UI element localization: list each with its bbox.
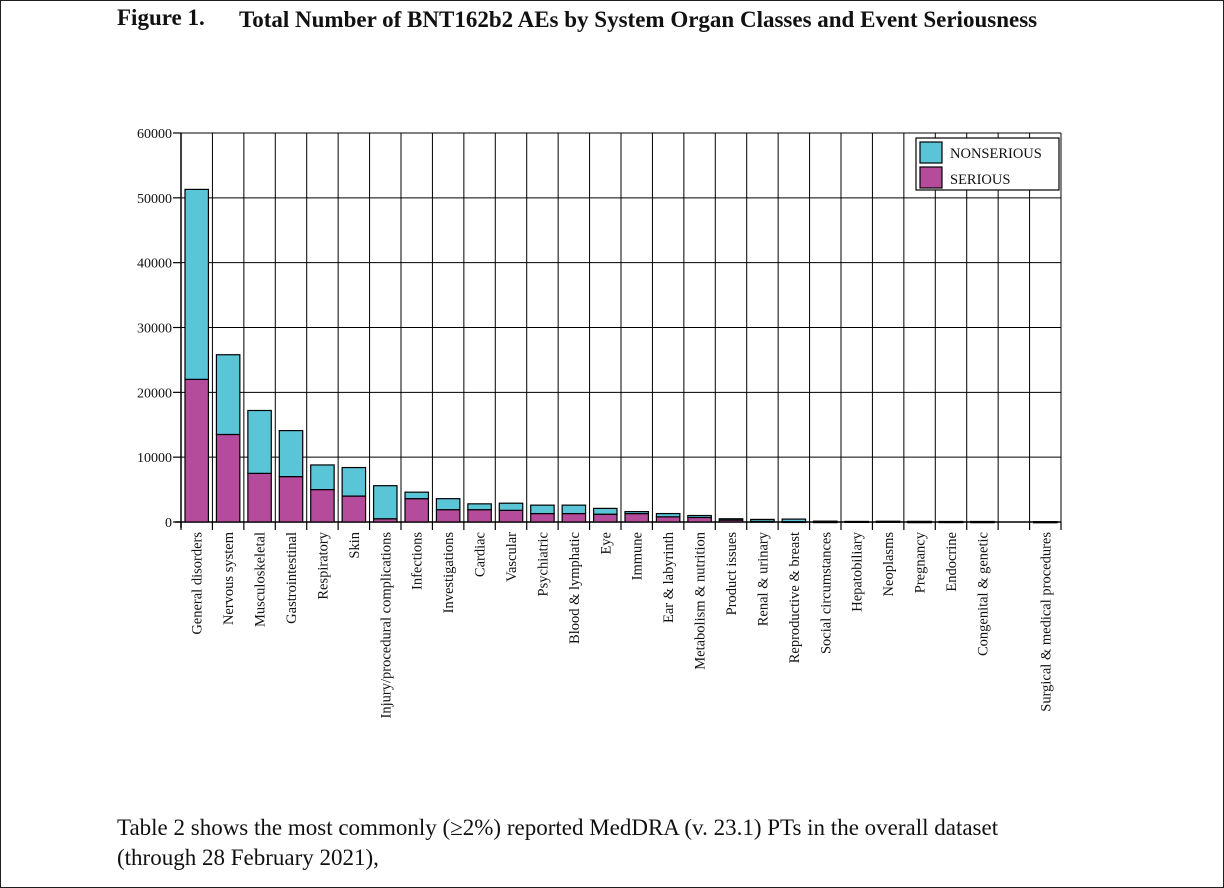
- bar-serious: [247, 472, 272, 523]
- bar-nonserious: [655, 512, 681, 518]
- bar-nonserious: [875, 520, 901, 523]
- bar-nonserious: [467, 503, 492, 511]
- x-tick-label: Hepatobiliary: [850, 531, 866, 611]
- x-tick-label: Neoplasms: [881, 532, 897, 597]
- bar-nonserious: [812, 520, 838, 523]
- bar-nonserious: [781, 518, 807, 523]
- bar-nonserious: [561, 504, 587, 515]
- figure-label: Figure 1.: [117, 5, 205, 30]
- x-tick-label: Congenital & genetic: [975, 532, 991, 656]
- bar-serious: [498, 509, 524, 523]
- legend-swatch-serious: [919, 166, 943, 189]
- legend-label-nonserious: NONSERIOUS: [950, 146, 1042, 162]
- bar-serious: [655, 516, 681, 523]
- y-tick-label: 60000: [137, 127, 172, 142]
- bar-nonserious: [341, 466, 367, 497]
- y-tick-label: 10000: [137, 451, 172, 466]
- bar-serious: [404, 498, 430, 523]
- stacked-bar-chart: 0 10000 20000 30000 40000 50000 60000 General d…: [137, 127, 1062, 719]
- x-tick-label: Cardiac: [473, 532, 489, 577]
- legend-swatch-nonserious: [919, 141, 943, 164]
- x-tick-label: Surgical & medical procedures: [1038, 532, 1054, 712]
- y-tick-label: 20000: [137, 386, 172, 401]
- bar-serious: [215, 433, 241, 523]
- bar-nonserious: [530, 504, 555, 515]
- bar-nonserious: [592, 507, 618, 515]
- x-tick-label: Metabolism & nutrition: [693, 531, 709, 669]
- x-tick-label: Ear & labyrinth: [661, 531, 677, 623]
- bar-nonserious: [844, 520, 870, 523]
- bar-nonserious: [215, 354, 241, 436]
- bar-nonserious: [938, 520, 964, 523]
- x-tick-label: Blood & lymphatic: [567, 532, 583, 644]
- bar-nonserious: [687, 514, 712, 519]
- legend-label-serious: SERIOUS: [950, 172, 1010, 188]
- bar-nonserious: [907, 520, 932, 523]
- x-tick-label: Pregnancy: [913, 531, 929, 593]
- bar-nonserious: [278, 429, 304, 478]
- x-tick-label: Respiratory: [315, 531, 331, 599]
- bar-nonserious: [310, 464, 335, 491]
- x-tick-label: Psychiatric: [535, 532, 551, 596]
- bar-nonserious: [750, 518, 775, 522]
- x-tick-label: Eye: [598, 532, 614, 555]
- bar-serious: [687, 516, 712, 523]
- bar-nonserious: [435, 498, 461, 511]
- figure-title: Total Number of BNT162b2 AEs by System O…: [239, 7, 1038, 32]
- bar-nonserious: [624, 511, 650, 515]
- x-tick-label: Product issues: [724, 532, 740, 616]
- bar-serious: [467, 509, 492, 523]
- bar-serious: [341, 495, 367, 523]
- x-tick-label: Vascular: [504, 532, 520, 582]
- x-tick-label: Infections: [410, 532, 426, 590]
- bar-nonserious: [498, 502, 524, 511]
- bar-nonserious: [970, 520, 995, 523]
- bar-nonserious: [372, 485, 398, 520]
- x-tick-label: Injury/procedural complications: [378, 532, 394, 719]
- bar-nonserious: [247, 409, 272, 474]
- x-tick-label: Gastrointestinal: [284, 532, 300, 624]
- bar-serious: [530, 512, 555, 523]
- bar-nonserious: [718, 518, 744, 521]
- bar-nonserious: [404, 491, 430, 500]
- bar-serious: [184, 378, 210, 523]
- x-tick-label: Renal & urinary: [755, 531, 771, 626]
- x-tick-label: Nervous system: [221, 531, 237, 625]
- x-tick-label: Skin: [347, 531, 363, 558]
- x-tick-label: General disorders: [190, 532, 206, 635]
- x-tick-label: Immune: [630, 532, 646, 580]
- bar-nonserious: [184, 188, 210, 380]
- bar-serious: [592, 513, 618, 523]
- bar-serious: [435, 509, 461, 523]
- bar-serious: [624, 512, 650, 523]
- y-tick-label: 50000: [137, 192, 172, 207]
- y-tick-label: 30000: [137, 322, 172, 337]
- x-tick-label: Social circumstances: [818, 532, 834, 654]
- x-tick-label: Reproductive & breast: [787, 532, 803, 663]
- body-paragraph: Table 2 shows the most commonly (≥2%) re…: [117, 815, 999, 870]
- y-tick-label: 0: [165, 516, 172, 531]
- y-tick-label: 40000: [137, 257, 172, 272]
- x-tick-label: Musculoskeletal: [253, 532, 269, 627]
- bar-serious: [561, 512, 587, 523]
- bar-serious: [310, 488, 335, 523]
- x-tick-label: Investigations: [441, 532, 457, 614]
- bar-nonserious: [1032, 521, 1058, 524]
- x-tick-label: Endocrine: [944, 532, 960, 592]
- bar-serious: [278, 476, 304, 523]
